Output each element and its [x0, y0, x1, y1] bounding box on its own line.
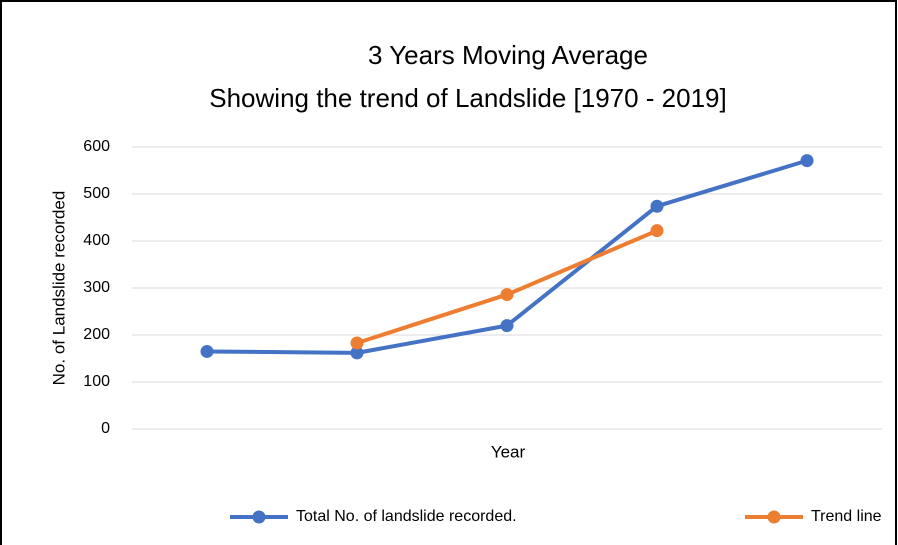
y-tick-label: 500 [83, 185, 110, 202]
y-tick-label: 400 [83, 232, 110, 249]
x-axis-title: Year [491, 442, 526, 461]
data-point [650, 224, 664, 238]
y-tick-label: 300 [83, 279, 110, 296]
legend-label: Total No. of landslide recorded. [296, 508, 517, 525]
data-point [350, 336, 364, 350]
data-point [500, 288, 514, 302]
y-tick-label: 0 [101, 420, 110, 437]
data-point [800, 154, 814, 168]
y-tick-label: 100 [83, 373, 110, 390]
data-point [650, 199, 664, 213]
legend-marker [767, 510, 781, 524]
data-point [500, 319, 514, 333]
y-tick-label: 600 [83, 138, 110, 155]
y-tick-label: 200 [83, 326, 110, 343]
legend-label: Trend line [811, 508, 882, 525]
legend-marker [252, 510, 266, 524]
data-point [200, 344, 214, 358]
chart-subtitle: Showing the trend of Landslide [1970 - 2… [209, 83, 727, 113]
y-axis-title: No. of Landslide recorded [49, 191, 68, 386]
data-point [350, 346, 364, 360]
chart-title: 3 Years Moving Average [368, 40, 648, 70]
